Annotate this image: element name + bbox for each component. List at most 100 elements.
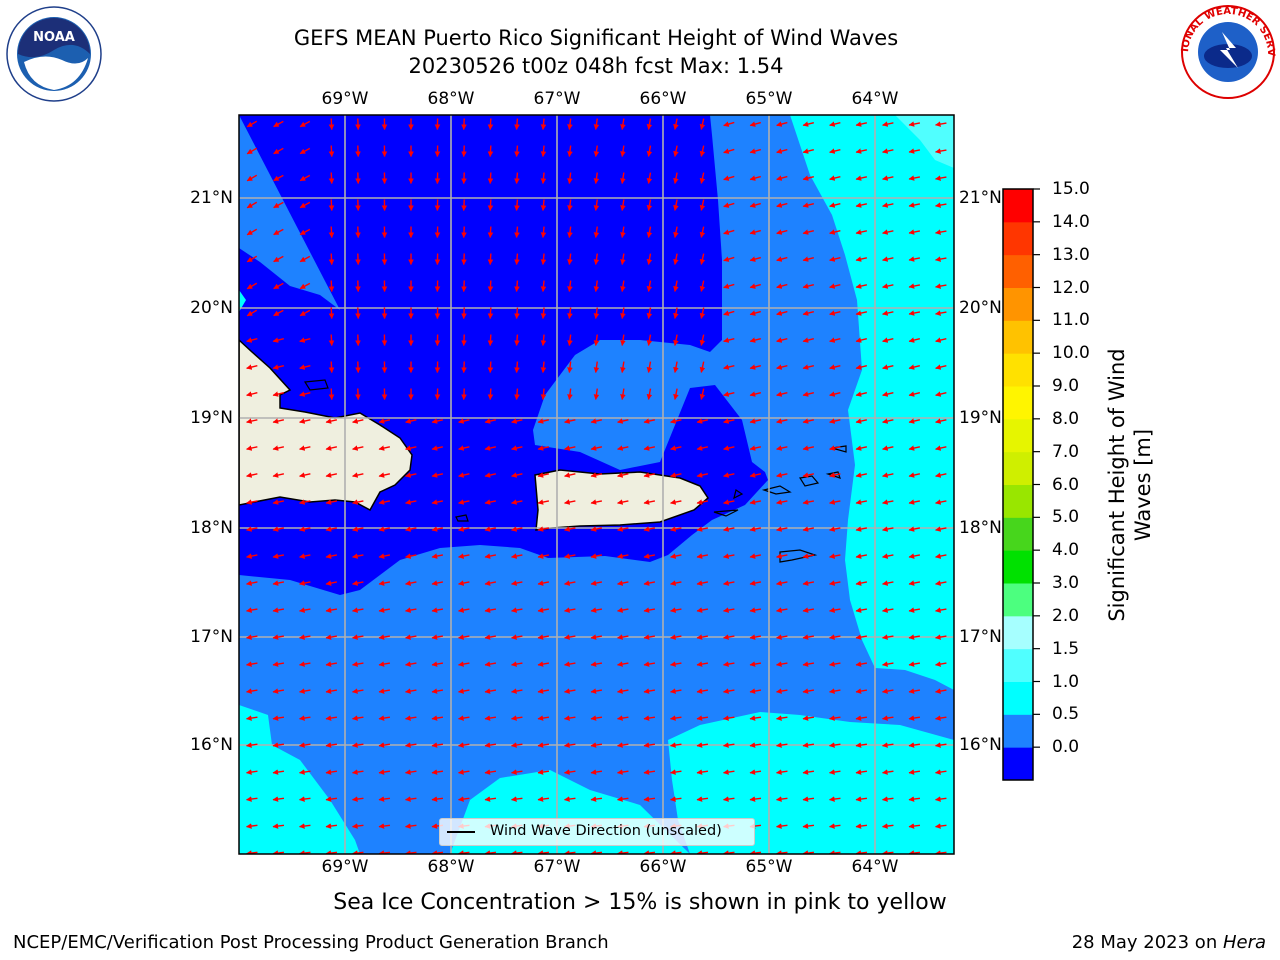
wind-wave-arrow — [537, 607, 550, 613]
wind-wave-arrow — [723, 769, 735, 775]
wind-wave-arrow — [670, 742, 682, 748]
wind-wave-arrow — [431, 526, 444, 532]
wind-wave-arrow — [802, 526, 815, 532]
wind-wave-arrow — [802, 391, 815, 397]
wind-wave-arrow — [935, 607, 947, 613]
lat-label-left: 18°N — [190, 518, 233, 538]
wind-wave-arrow — [325, 607, 338, 613]
colorbar-segment — [1003, 747, 1033, 781]
wind-wave-arrow — [431, 445, 444, 451]
wind-wave-arrow — [537, 661, 550, 667]
wind-wave-arrow — [537, 715, 550, 721]
wind-wave-arrow — [405, 472, 417, 478]
wind-wave-arrow — [829, 688, 841, 694]
wind-wave-arrow — [328, 361, 335, 374]
wind-wave-arrow — [246, 607, 258, 613]
wind-wave-arrow — [802, 310, 815, 316]
wind-wave-arrow — [723, 634, 735, 640]
colorbar-tick-label: 15.0 — [1052, 179, 1090, 199]
wind-wave-arrow — [696, 715, 709, 721]
wind-wave-arrow — [246, 174, 258, 182]
wind-wave-arrow — [776, 121, 788, 127]
colorbar-segment — [1003, 681, 1033, 715]
wind-wave-arrow — [487, 172, 494, 185]
wind-wave-arrow — [802, 823, 815, 829]
wind-wave-arrow — [882, 769, 894, 775]
wind-wave-arrow — [696, 607, 709, 613]
wind-wave-arrow — [749, 553, 762, 559]
wind-wave-arrow — [696, 688, 709, 694]
wind-wave-arrow — [246, 472, 258, 478]
wind-wave-arrow — [564, 580, 576, 586]
svg-text:NOAA: NOAA — [33, 30, 75, 45]
lon-label-top: 69°W — [321, 89, 369, 109]
wind-wave-arrow — [328, 199, 335, 212]
wind-wave-arrow — [405, 418, 417, 424]
wind-wave-arrow — [378, 526, 391, 532]
wind-wave-arrow — [405, 526, 417, 532]
wind-wave-arrow — [246, 445, 258, 451]
wind-wave-arrow — [935, 499, 947, 505]
wind-wave-arrow — [405, 715, 417, 721]
wind-wave-arrow — [590, 526, 603, 532]
wind-wave-arrow — [855, 229, 868, 235]
wind-wave-arrow — [855, 418, 868, 424]
wind-wave-arrow — [749, 742, 762, 748]
wind-wave-arrow — [272, 607, 285, 613]
wind-wave-arrow — [829, 256, 841, 262]
wind-wave-arrow — [537, 526, 550, 532]
wind-wave-arrow — [935, 148, 947, 154]
wind-wave-arrow — [458, 499, 470, 505]
wind-wave-arrow — [829, 283, 841, 289]
colorbar-segment — [1003, 221, 1033, 256]
wind-wave-arrow — [855, 256, 868, 262]
wind-wave-arrow — [882, 337, 894, 343]
wind-wave-arrow — [272, 445, 285, 451]
wind-wave-arrow — [670, 418, 682, 424]
wind-wave-arrow — [272, 823, 285, 829]
wind-wave-arrow — [325, 553, 338, 559]
wind-wave-arrow — [908, 661, 921, 667]
wind-wave-arrow — [405, 580, 417, 586]
wind-wave-arrow — [325, 769, 338, 775]
wind-wave-arrow — [722, 796, 735, 802]
wind-wave-arrow — [723, 391, 735, 397]
wind-wave-arrow — [802, 148, 815, 154]
wind-wave-arrow — [723, 445, 735, 451]
wind-wave-arrow — [723, 202, 735, 208]
wind-wave-arrow — [776, 742, 788, 748]
wind-wave-arrow — [908, 364, 921, 370]
wind-wave-arrow — [351, 823, 364, 829]
wind-wave-arrow — [673, 334, 679, 346]
wind-wave-arrow — [935, 526, 947, 532]
wind-wave-arrow — [882, 472, 894, 478]
colorbar-tick-label: 0.5 — [1052, 704, 1080, 725]
wind-wave-arrow — [776, 769, 788, 775]
colorbar-tick-label: 14.0 — [1052, 211, 1090, 232]
wind-wave-arrow — [908, 742, 921, 748]
wind-wave-arrow — [749, 499, 762, 505]
wind-wave-arrow — [882, 229, 894, 235]
wind-wave-arrow — [514, 307, 520, 320]
wind-wave-arrow — [537, 499, 550, 505]
wind-wave-arrow — [776, 310, 788, 316]
wind-wave-arrow — [855, 310, 868, 316]
wind-wave-arrow — [378, 715, 391, 721]
colorbar-tick-label: 3.0 — [1052, 573, 1080, 593]
wind-wave-arrow — [749, 391, 762, 397]
wind-wave-arrow — [590, 634, 603, 640]
wind-wave-arrow — [405, 769, 417, 775]
wind-wave-arrow — [511, 688, 523, 694]
wind-wave-arrow — [673, 172, 679, 184]
wind-wave-arrow — [617, 769, 629, 775]
wind-wave-arrow — [723, 715, 735, 721]
wind-wave-arrow — [564, 742, 576, 748]
wind-wave-arrow — [617, 418, 629, 424]
wind-wave-arrow — [855, 769, 868, 775]
colorbar-tick-label: 7.0 — [1052, 441, 1080, 462]
wind-wave-arrow — [935, 445, 947, 451]
wind-wave-arrow — [246, 742, 258, 748]
wind-wave-arrow — [590, 769, 603, 775]
wind-wave-arrow — [563, 796, 576, 802]
